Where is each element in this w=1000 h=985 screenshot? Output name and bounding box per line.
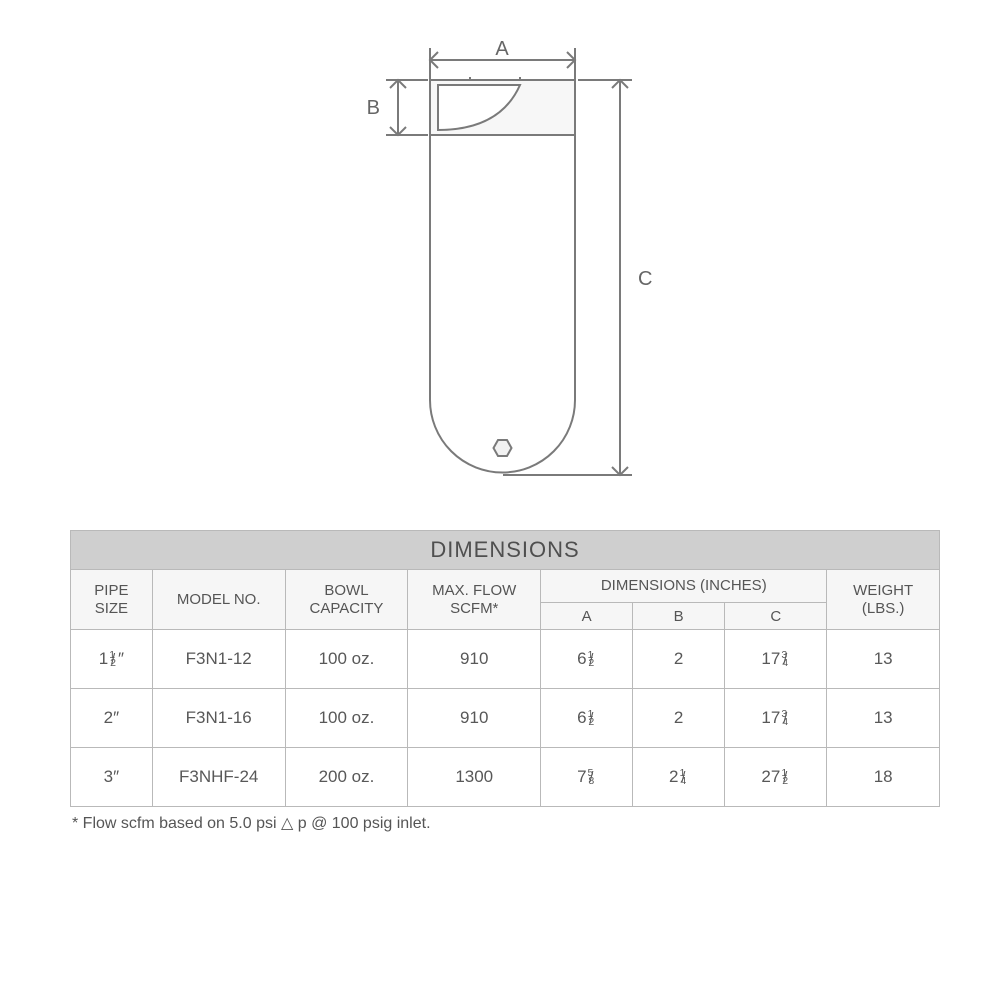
cell-pipe-size: 11/2″: [71, 630, 153, 689]
cell-max-flow: 910: [408, 689, 541, 748]
product-diagram: A B: [320, 30, 680, 510]
diagram-container: A B: [0, 0, 1000, 515]
dimension-c-label: C: [638, 268, 652, 290]
cell-pipe-size: 3″: [71, 748, 153, 807]
dimension-b-label: B: [367, 97, 380, 119]
cell-bowl-capacity: 100 oz.: [285, 630, 408, 689]
dimensions-table-wrap: DIMENSIONS PIPESIZE MODEL NO. BOWLCAPACI…: [70, 530, 940, 833]
cell-dim-c: 173/4: [725, 630, 827, 689]
col-weight: WEIGHT(LBS.): [827, 570, 940, 630]
cell-weight: 18: [827, 748, 940, 807]
cell-dim-b: 21/4: [633, 748, 725, 807]
cell-weight: 13: [827, 689, 940, 748]
dimension-b: B: [367, 80, 428, 135]
cell-model-no: F3N1-16: [152, 689, 285, 748]
col-model-no: MODEL NO.: [152, 570, 285, 630]
table-row: 11/2″F3N1-12100 oz.91061/22173/413: [71, 630, 940, 689]
cell-model-no: F3N1-12: [152, 630, 285, 689]
table-row: 3″F3NHF-24200 oz.130075/821/4271/218: [71, 748, 940, 807]
cell-max-flow: 910: [408, 630, 541, 689]
col-dim-c: C: [725, 603, 827, 630]
col-dimensions-group: DIMENSIONS (INCHES): [541, 570, 827, 603]
table-body: 11/2″F3N1-12100 oz.91061/22173/4132″F3N1…: [71, 630, 940, 807]
col-pipe-size: PIPESIZE: [71, 570, 153, 630]
col-max-flow: MAX. FLOWSCFM*: [408, 570, 541, 630]
cell-dim-a: 61/2: [541, 689, 633, 748]
dimension-a: A: [430, 38, 575, 80]
table-row: 2″F3N1-16100 oz.91061/22173/413: [71, 689, 940, 748]
cell-bowl-capacity: 100 oz.: [285, 689, 408, 748]
cell-model-no: F3NHF-24: [152, 748, 285, 807]
cell-dim-a: 61/2: [541, 630, 633, 689]
cap: [430, 77, 575, 135]
body: [430, 135, 575, 473]
cell-bowl-capacity: 200 oz.: [285, 748, 408, 807]
col-bowl-capacity: BOWLCAPACITY: [285, 570, 408, 630]
col-dim-a: A: [541, 603, 633, 630]
cell-dim-c: 271/2: [725, 748, 827, 807]
cell-dim-a: 75/8: [541, 748, 633, 807]
dimension-a-label: A: [495, 38, 509, 60]
cell-dim-b: 2: [633, 689, 725, 748]
dimensions-table: DIMENSIONS PIPESIZE MODEL NO. BOWLCAPACI…: [70, 530, 940, 807]
cell-dim-c: 173/4: [725, 689, 827, 748]
cell-max-flow: 1300: [408, 748, 541, 807]
table-footnote: * Flow scfm based on 5.0 psi △ p @ 100 p…: [70, 807, 940, 833]
cell-pipe-size: 2″: [71, 689, 153, 748]
col-dim-b: B: [633, 603, 725, 630]
cell-dim-b: 2: [633, 630, 725, 689]
cell-weight: 13: [827, 630, 940, 689]
page: A B: [0, 0, 1000, 985]
table-title: DIMENSIONS: [71, 531, 940, 570]
